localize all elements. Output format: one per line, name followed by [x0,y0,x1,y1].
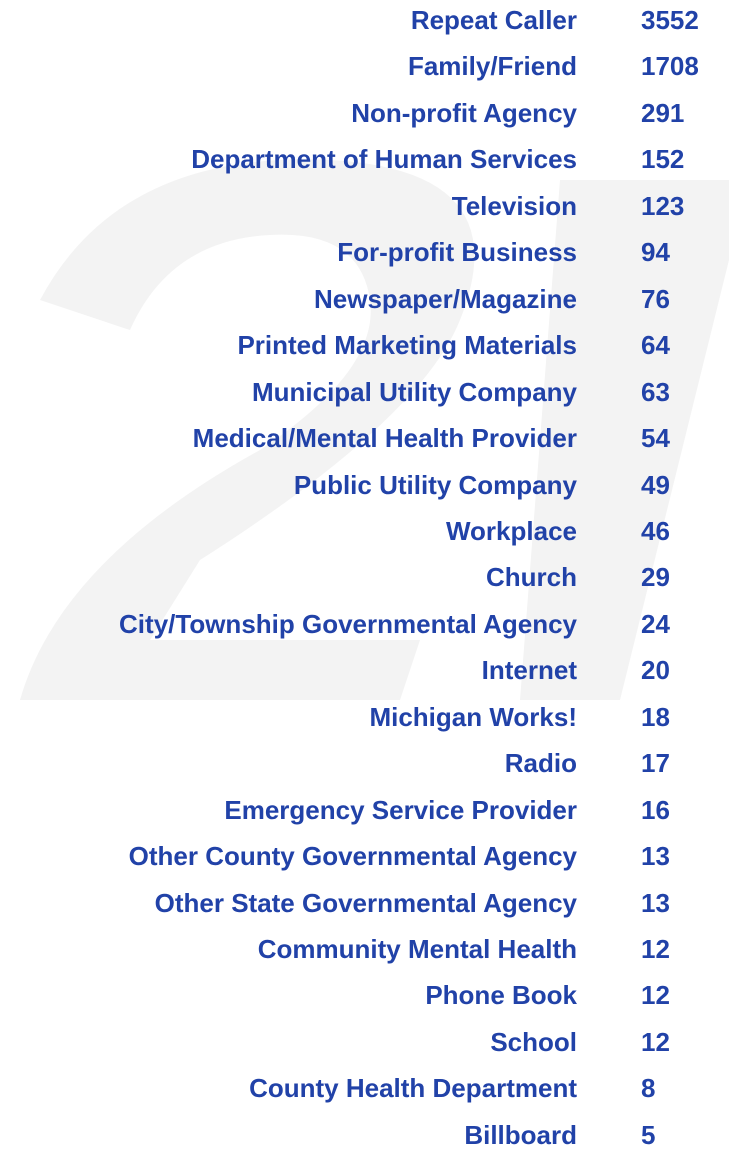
table-row: Phone Book 12 [0,975,729,1015]
table-row: City/Township Governmental Agency 24 [0,604,729,644]
row-label: Medical/Mental Health Provider [192,423,577,454]
row-label: Other State Governmental Agency [154,887,577,918]
row-value: 29 [641,562,670,593]
row-label: Billboard [464,1119,577,1150]
row-label: Repeat Caller [410,5,577,35]
table-row: Emergency Service Provider 16 [0,790,729,830]
row-value: 17 [641,748,670,779]
table-row: Printed Marketing Materials 64 [0,325,729,365]
row-value: 20 [641,655,670,686]
row-label: Community Mental Health [257,934,577,964]
row-value: 13 [641,887,670,918]
table-row: Radio 17 [0,743,729,783]
row-value: 123 [641,190,685,221]
table-row: Medical/Mental Health Provider 54 [0,418,729,458]
row-value: 54 [641,423,670,454]
table-row: Public Utility Company 49 [0,465,729,505]
row-label: Department of Human Services [191,144,577,175]
row-value: 18 [641,701,670,732]
row-value: 24 [641,608,670,639]
row-label: Non-profit Agency [351,97,577,128]
table-row: Family/Friend 1708 [0,46,729,86]
row-label: Family/Friend [407,51,577,82]
row-label: School [490,1026,577,1057]
row-label: Public Utility Company [293,469,577,500]
row-value: 16 [641,794,670,825]
row-label: Phone Book [425,980,577,1011]
row-value: 8 [641,1073,656,1104]
row-label: Michigan Works! [369,701,577,732]
table-row: For-profit Business 94 [0,232,729,272]
row-label: Municipal Utility Company [251,376,577,407]
row-label: Radio [504,748,577,779]
table-row: Municipal Utility Company 63 [0,372,729,412]
row-value: 3552 [641,5,699,35]
row-label: Internet [481,655,577,686]
table-row: Church 29 [0,557,729,597]
row-value: 12 [641,1026,670,1057]
table-row: Workplace 46 [0,511,729,551]
row-label: Television [451,190,577,221]
watermark-shape [520,180,729,700]
table-row: School 12 [0,1022,729,1062]
row-label: Printed Marketing Materials [237,330,577,361]
table-row: County Health Department 8 [0,1068,729,1108]
row-value: 291 [641,97,685,128]
table-row: Repeat Caller 3552 [0,0,729,40]
table-row: Internet 20 [0,650,729,690]
table-row: Other County Governmental Agency 13 [0,836,729,876]
row-label: Newspaper/Magazine [314,283,577,314]
table-row: Non-profit Agency 291 [0,93,729,133]
table-row: Department of Human Services 152 [0,139,729,179]
row-value: 76 [641,283,670,314]
row-value: 12 [641,980,670,1011]
row-value: 152 [641,144,685,175]
row-value: 46 [641,515,670,546]
row-value: 12 [641,934,670,964]
table-row: Newspaper/Magazine 76 [0,279,729,319]
row-label: County Health Department [249,1073,577,1104]
table-row: Other State Governmental Agency 13 [0,883,729,923]
row-value: 1708 [641,51,699,82]
table-row: Michigan Works! 18 [0,697,729,737]
row-label: Church [486,562,577,593]
row-value: 5 [641,1119,656,1150]
row-value: 94 [641,237,670,268]
row-label: Other County Governmental Agency [128,841,577,872]
row-label: Emergency Service Provider [224,794,577,825]
row-label: City/Township Governmental Agency [119,608,577,639]
row-value: 13 [641,841,670,872]
table-row: Television 123 [0,186,729,226]
row-value: 64 [641,330,670,361]
watermark-shape [20,159,475,700]
row-label: For-profit Business [337,237,577,268]
table-row: Billboard 5 [0,1115,729,1155]
table-row: Community Mental Health 12 [0,929,729,969]
row-value: 63 [641,376,670,407]
row-value: 49 [641,469,670,500]
row-label: Workplace [445,515,577,546]
